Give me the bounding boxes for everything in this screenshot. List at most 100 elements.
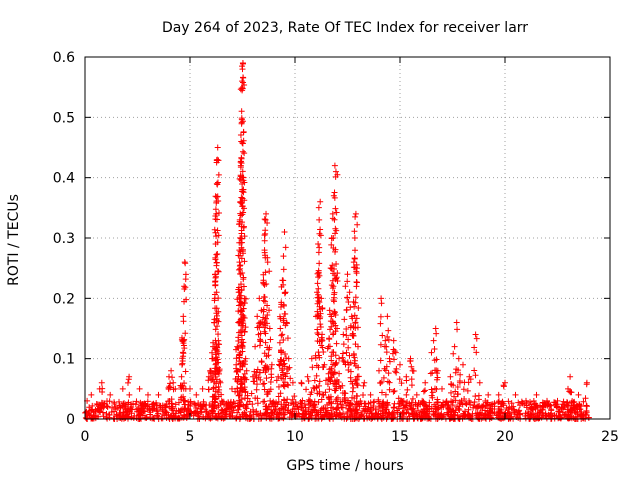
data-point: [332, 387, 339, 394]
data-point: [448, 398, 455, 405]
data-point: [539, 399, 546, 406]
data-point: [466, 398, 473, 405]
data-point: [554, 397, 561, 404]
data-point: [326, 414, 333, 421]
data-point: [568, 407, 575, 414]
data-point: [574, 411, 581, 418]
data-point: [334, 171, 341, 178]
data-point: [326, 336, 333, 343]
data-point: [238, 292, 245, 299]
data-point: [239, 270, 246, 277]
data-point: [214, 250, 221, 257]
data-point: [345, 367, 352, 374]
data-point: [319, 304, 326, 311]
data-point: [437, 412, 444, 419]
data-point: [82, 414, 89, 421]
data-point: [428, 405, 435, 412]
data-point: [215, 295, 222, 302]
data-point: [215, 318, 222, 325]
data-point: [265, 403, 272, 410]
data-point: [238, 286, 245, 293]
data-point: [107, 391, 114, 398]
data-point: [239, 74, 246, 81]
data-point: [306, 414, 313, 421]
data-point: [340, 410, 347, 417]
data-point: [318, 342, 325, 349]
data-point: [582, 395, 589, 402]
data-point: [317, 323, 324, 330]
data-point: [167, 380, 174, 387]
data-point: [361, 400, 368, 407]
data-point: [262, 227, 269, 234]
data-point: [491, 400, 498, 407]
data-point: [333, 260, 340, 267]
data-point: [559, 401, 566, 408]
data-point: [505, 398, 512, 405]
data-point: [230, 407, 237, 414]
data-point: [216, 366, 223, 373]
data-point: [371, 398, 378, 405]
data-point: [241, 315, 248, 322]
data-point: [256, 295, 263, 302]
data-point: [213, 310, 220, 317]
data-point: [410, 405, 417, 412]
data-point: [410, 368, 417, 375]
data-point: [246, 398, 253, 405]
data-point: [117, 404, 124, 411]
data-point: [94, 406, 101, 413]
data-point: [238, 85, 245, 92]
data-point: [449, 407, 456, 414]
data-point: [209, 407, 216, 414]
data-point: [136, 385, 143, 392]
data-point: [122, 404, 129, 411]
data-point: [375, 396, 382, 403]
data-point: [142, 401, 149, 408]
data-point: [284, 381, 291, 388]
data-point: [213, 259, 220, 266]
data-point: [238, 396, 245, 403]
data-point: [264, 302, 271, 309]
data-point: [281, 310, 288, 317]
data-point: [257, 338, 264, 345]
data-point: [390, 337, 397, 344]
data-point: [471, 344, 478, 351]
data-point: [275, 393, 282, 400]
data-point: [281, 411, 288, 418]
data-point: [332, 205, 339, 212]
data-point: [352, 341, 359, 348]
grid: [85, 57, 610, 419]
data-point: [376, 367, 382, 374]
data-point: [328, 365, 335, 372]
data-point: [240, 186, 247, 193]
data-point: [464, 387, 471, 394]
data-point: [332, 406, 339, 413]
data-point: [409, 406, 416, 413]
data-point: [344, 271, 351, 278]
data-point: [383, 400, 390, 407]
data-point: [395, 405, 402, 412]
data-point: [261, 350, 268, 357]
data-point: [239, 139, 246, 146]
data-point: [254, 395, 261, 402]
data-point: [212, 212, 219, 219]
data-point: [583, 402, 590, 409]
data-point: [170, 386, 177, 393]
data-point: [234, 403, 241, 410]
data-point: [575, 403, 582, 410]
data-point: [390, 413, 397, 420]
data-point: [212, 371, 219, 378]
data-point: [455, 355, 462, 362]
data-point: [261, 319, 268, 326]
x-tick-label: 0: [81, 429, 90, 445]
data-point: [214, 193, 221, 200]
data-point: [382, 367, 389, 374]
data-point: [254, 366, 261, 373]
data-point: [338, 414, 345, 421]
data-point: [515, 414, 522, 421]
data-point: [239, 219, 246, 226]
data-point: [303, 386, 310, 393]
data-point: [238, 255, 245, 262]
data-point: [330, 283, 337, 290]
data-point: [100, 400, 107, 407]
